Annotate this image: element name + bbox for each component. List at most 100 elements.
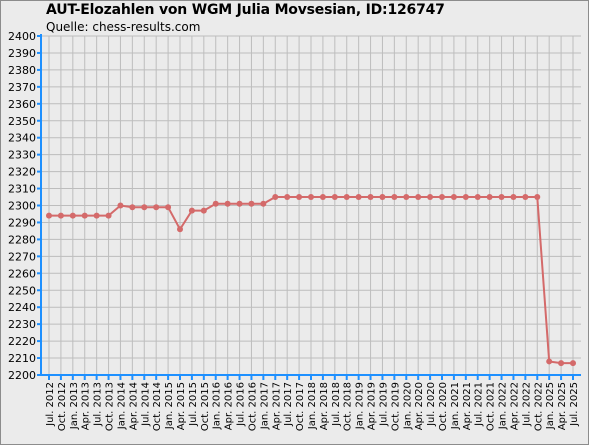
y-tick-label: 2290 — [8, 216, 36, 229]
grid-lines — [41, 35, 581, 376]
x-tick-label: Apr. 2014 — [128, 382, 139, 430]
y-tick-label: 2240 — [8, 301, 36, 314]
y-tick-label: 2320 — [8, 166, 36, 179]
data-point — [57, 212, 64, 219]
data-point — [272, 194, 279, 201]
y-tick-label: 2390 — [8, 47, 36, 60]
data-point — [308, 194, 314, 201]
data-point — [284, 194, 291, 201]
data-point — [200, 207, 207, 214]
data-point — [522, 194, 529, 201]
data-point — [367, 194, 374, 201]
x-tick-label: Apr. 2013 — [81, 382, 92, 430]
x-tick-label: Jan. 2018 — [307, 382, 318, 430]
chart-subtitle: Quelle: chess-results.com — [46, 20, 201, 34]
data-point — [403, 194, 410, 201]
y-tick-label: 2210 — [8, 352, 36, 365]
data-point — [546, 358, 553, 365]
chart-title: AUT-Elozahlen von WGM Julia Movsesian, I… — [46, 2, 445, 18]
y-tick-label: 2340 — [8, 132, 36, 145]
x-tick-label: Apr. 2021 — [462, 382, 473, 430]
y-tick-label: 2330 — [8, 149, 36, 162]
y-tick-label: 2360 — [8, 98, 36, 111]
data-point — [129, 204, 136, 211]
x-tick-label: Jan. 2019 — [355, 382, 366, 430]
x-tick-label: Oct. 2020 — [438, 382, 449, 431]
data-point — [105, 212, 112, 219]
x-tick-label: Oct. 2016 — [247, 382, 258, 431]
data-point — [236, 200, 243, 207]
x-tick-label: Apr. 2019 — [367, 382, 378, 430]
x-tick-label: Jul. 2017 — [283, 382, 294, 427]
x-tick-label: Jan. 2017 — [259, 382, 270, 430]
x-tick-label: Jul. 2015 — [188, 382, 199, 427]
data-point — [188, 207, 195, 214]
y-tick-label: 2250 — [8, 284, 36, 297]
data-point — [165, 204, 172, 211]
x-tick-label: Oct. 2019 — [390, 382, 401, 431]
data-point — [558, 360, 565, 367]
data-point — [439, 194, 445, 201]
x-tick-label: Apr. 2017 — [271, 382, 282, 430]
data-point — [212, 200, 219, 207]
data-point — [296, 194, 303, 201]
data-point — [355, 194, 362, 201]
x-axis-ticks: Jul. 2012 Oct. 2012 Jan. 2013 Apr. 2013 Jul.… — [45, 375, 580, 431]
data-point — [510, 194, 517, 201]
x-tick-label: Jul. 2022 — [521, 382, 532, 427]
data-point — [462, 194, 469, 201]
x-tick-label: Jan. 2022 — [498, 382, 509, 430]
data-point — [69, 212, 76, 219]
data-point — [319, 194, 326, 201]
data-point — [486, 194, 493, 201]
x-tick-label: Jan. 2020 — [402, 382, 413, 430]
x-tick-label: Jul. 2012 — [45, 382, 56, 427]
x-tick-label: Oct. 2022 — [533, 382, 544, 431]
x-tick-label: Jul. 2020 — [426, 382, 437, 427]
x-tick-label: Jan. 2021 — [450, 382, 461, 430]
data-point — [331, 194, 338, 201]
x-tick-label: Apr. 2022 — [509, 382, 520, 430]
y-tick-label: 2260 — [8, 267, 36, 280]
x-tick-label: Oct. 2013 — [105, 382, 116, 431]
y-tick-label: 2380 — [8, 64, 36, 77]
x-tick-label: Jul. 2019 — [378, 382, 389, 427]
data-point — [260, 200, 267, 207]
data-point — [343, 194, 350, 201]
data-point — [248, 200, 255, 207]
data-point — [46, 212, 52, 219]
x-tick-label: Apr. 2015 — [176, 382, 187, 430]
x-tick-label: Oct. 2012 — [57, 382, 68, 431]
data-point — [498, 194, 505, 201]
x-tick-label: Jul. 2013 — [93, 382, 104, 427]
data-point — [391, 194, 398, 201]
y-tick-label: 2230 — [8, 318, 36, 331]
y-tick-label: 2350 — [8, 115, 36, 128]
data-point — [141, 204, 148, 211]
y-axis-ticks: 2200 2210 2220 2230 2240 2250 2260 2270 2280 2290… — [8, 30, 41, 382]
y-tick-label: 2400 — [8, 30, 36, 43]
data-point — [379, 194, 386, 201]
y-tick-label: 2200 — [8, 369, 36, 382]
data-point — [93, 212, 100, 219]
series-layer — [46, 194, 576, 367]
x-tick-label: Jan. 2015 — [164, 382, 175, 430]
x-tick-label: Jul. 2025 — [569, 382, 580, 427]
y-tick-label: 2370 — [8, 81, 36, 94]
data-point — [450, 194, 457, 201]
data-point — [534, 194, 541, 201]
x-tick-label: Oct. 2015 — [200, 382, 211, 431]
data-point — [117, 202, 124, 209]
x-tick-label: Oct. 2014 — [152, 382, 163, 431]
y-tick-label: 2270 — [8, 250, 36, 263]
data-point — [81, 212, 88, 219]
x-tick-label: Apr. 2018 — [319, 382, 330, 430]
x-tick-label: Oct. 2017 — [295, 382, 306, 431]
data-point — [224, 200, 231, 207]
x-tick-label: Apr. 2020 — [414, 382, 425, 430]
y-tick-label: 2300 — [8, 200, 36, 213]
data-point — [153, 204, 160, 211]
y-tick-label: 2280 — [8, 233, 36, 246]
x-tick-label: Jul. 2018 — [331, 382, 342, 427]
